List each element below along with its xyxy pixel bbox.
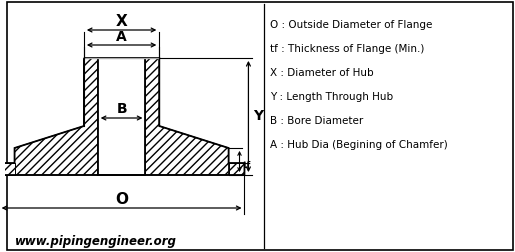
Text: www.pipingengineer.org: www.pipingengineer.org	[14, 236, 177, 248]
Polygon shape	[145, 58, 229, 175]
Text: O: O	[115, 192, 128, 206]
Text: O : Outside Diameter of Flange: O : Outside Diameter of Flange	[270, 20, 433, 30]
Text: B: B	[116, 102, 127, 116]
Text: tf : Thickness of Flange (Min.): tf : Thickness of Flange (Min.)	[270, 44, 424, 54]
Polygon shape	[14, 58, 98, 175]
Text: X: X	[116, 14, 127, 28]
Text: Y : Length Through Hub: Y : Length Through Hub	[270, 92, 393, 102]
Text: B : Bore Diameter: B : Bore Diameter	[270, 116, 364, 126]
Text: tf: tf	[243, 161, 251, 170]
Text: A: A	[116, 30, 127, 44]
Polygon shape	[229, 163, 245, 175]
Polygon shape	[0, 163, 14, 175]
Text: X : Diameter of Hub: X : Diameter of Hub	[270, 68, 374, 78]
Text: Y: Y	[253, 110, 264, 123]
Text: A : Hub Dia (Begining of Chamfer): A : Hub Dia (Begining of Chamfer)	[270, 140, 448, 150]
Polygon shape	[98, 58, 145, 175]
